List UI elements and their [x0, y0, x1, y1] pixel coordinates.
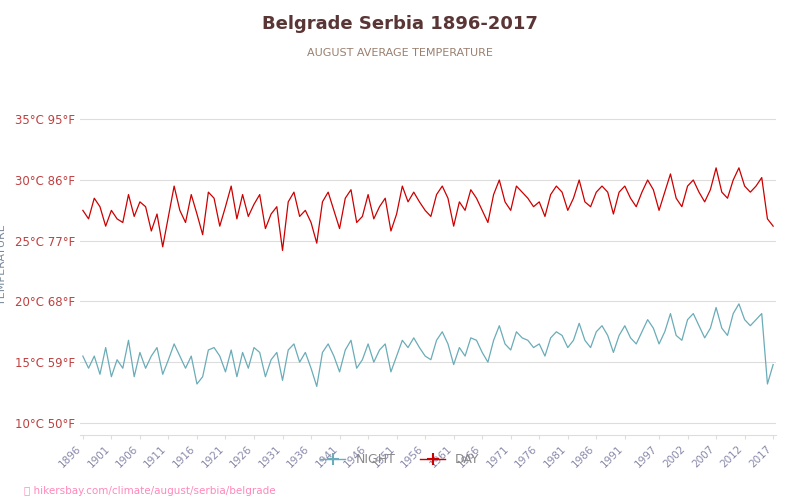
Text: 📍 hikersbay.com/climate/august/serbia/belgrade: 📍 hikersbay.com/climate/august/serbia/be… [24, 486, 276, 496]
Legend: NIGHT, DAY: NIGHT, DAY [315, 448, 485, 471]
Y-axis label: TEMPERATURE: TEMPERATURE [0, 224, 6, 306]
Text: AUGUST AVERAGE TEMPERATURE: AUGUST AVERAGE TEMPERATURE [307, 48, 493, 58]
Text: Belgrade Serbia 1896-2017: Belgrade Serbia 1896-2017 [262, 15, 538, 33]
